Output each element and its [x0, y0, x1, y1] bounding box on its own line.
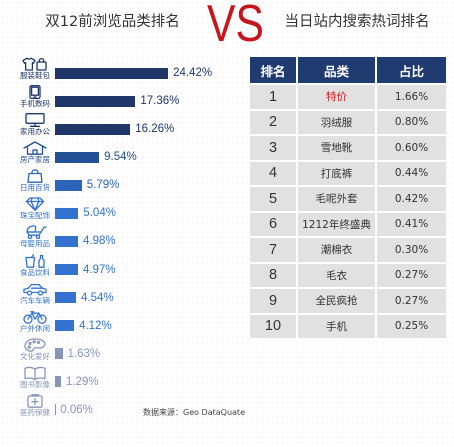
category-label-10: 户外休闲 — [20, 323, 50, 333]
browse-ranking-title: 双12前浏览品类排名 — [45, 14, 180, 30]
medicine-icon — [21, 394, 49, 408]
rank-cell: 7 — [250, 238, 296, 262]
rank-cell: 8 — [250, 263, 296, 287]
share-cell: 0.80% — [377, 110, 446, 134]
rank-cell: 10 — [250, 314, 296, 338]
value-label-4: 9.54% — [104, 151, 137, 164]
category-label-13: 医药保健 — [20, 407, 50, 417]
share-cell: 0.30% — [377, 238, 446, 262]
item-cell: 潮棉衣 — [298, 238, 375, 262]
food-drink-icon — [21, 253, 49, 268]
bar-11 — [55, 348, 63, 360]
rank-cell: 5 — [250, 187, 296, 211]
table-header-item: 品类 — [298, 57, 375, 83]
diamond-ring-icon — [21, 197, 49, 212]
book-icon — [21, 366, 49, 380]
category-bar-chart: 服装鞋包 24.42% 手机数码 17.36% 家用办公 16.26% 房产家居 9.54% 日… — [20, 57, 213, 417]
rank-cell: 4 — [250, 161, 296, 185]
value-label-10: 4.12% — [79, 319, 112, 332]
shopping-bag-icon — [21, 169, 49, 184]
rank-cell: 3 — [250, 136, 296, 160]
item-cell: 毛呢外套 — [298, 187, 375, 211]
clothing-bag-icon — [21, 57, 49, 71]
value-label-9: 4.54% — [81, 291, 114, 304]
category-label-2: 手机数码 — [20, 99, 50, 109]
category-label-9: 汽车车辆 — [20, 295, 50, 305]
computer-icon — [21, 113, 49, 128]
category-label-1: 服装鞋包 — [20, 71, 50, 80]
category-label-5: 日用百货 — [20, 183, 50, 193]
category-label-8: 食品饮料 — [20, 267, 50, 277]
share-cell: 0.42% — [377, 187, 446, 211]
car-icon — [21, 282, 49, 296]
bar-12 — [55, 376, 61, 388]
bar-9 — [55, 292, 77, 304]
value-label-6: 5.04% — [83, 207, 116, 220]
bicycle-icon — [21, 310, 49, 324]
item-cell: 羽绒服 — [298, 110, 375, 134]
table-header-share: 占比 — [377, 57, 446, 83]
value-label-12: 1.29% — [65, 375, 99, 388]
data-source-note: 数据来源：Geo DataQuate — [143, 408, 245, 417]
table-header-rank: 排名 — [250, 57, 296, 83]
bar-4 — [55, 151, 100, 163]
bar-3 — [55, 123, 131, 135]
palette-icon — [21, 338, 49, 352]
value-label-3: 16.26% — [135, 123, 175, 136]
bar-2 — [55, 95, 136, 107]
category-label-6: 珠宝配饰 — [20, 211, 50, 221]
bar-10 — [55, 320, 75, 332]
item-cell: 1212年终盛典 — [298, 212, 375, 236]
item-cell: 全民疯抢 — [298, 289, 375, 313]
item-cell: 特价 — [298, 85, 375, 109]
rank-cell: 2 — [250, 110, 296, 134]
value-label-1: 24.42% — [173, 67, 213, 79]
house-icon — [21, 141, 49, 156]
phone-icon — [21, 85, 49, 100]
item-cell: 打底裤 — [298, 161, 375, 185]
item-cell: 雪地靴 — [298, 136, 375, 160]
value-label-2: 17.36% — [140, 95, 180, 108]
share-cell: 0.41% — [377, 212, 446, 236]
value-label-7: 4.98% — [83, 235, 116, 248]
share-cell: 0.44% — [377, 161, 446, 185]
value-label-11: 1.63% — [67, 347, 101, 360]
search-ranking-title: 当日站内搜索热词排名 — [284, 14, 430, 30]
share-cell: 0.60% — [377, 136, 446, 160]
category-label-12: 图书影像 — [20, 379, 50, 389]
search-keyword-table: 排名 品类 占比 1 特价 1.66% 2 羽绒服 0.80% 3 雪地靴 0.60% 4 打底裤 0.44… — [250, 57, 446, 338]
category-label-7: 母婴用品 — [20, 239, 50, 249]
rank-cell: 1 — [250, 85, 296, 109]
category-label-11: 文化爱好 — [20, 351, 50, 361]
share-cell: 0.27% — [377, 289, 446, 313]
item-cell: 手机 — [298, 314, 375, 338]
bar-1 — [55, 67, 169, 79]
value-label-8: 4.97% — [83, 263, 116, 276]
share-cell: 1.66% — [377, 85, 446, 109]
bar-6 — [55, 207, 79, 219]
category-label-3: 家用办公 — [20, 127, 50, 137]
bar-7 — [55, 235, 79, 247]
share-cell: 0.27% — [377, 263, 446, 287]
bar-5 — [55, 179, 82, 191]
category-label-4: 房产家居 — [20, 155, 50, 165]
bar-8 — [55, 264, 78, 276]
rank-cell: 6 — [250, 212, 296, 236]
value-label-13: 0.06% — [60, 403, 93, 416]
vs-label: VS — [207, 0, 264, 53]
item-cell: 毛衣 — [298, 263, 375, 287]
stroller-icon — [21, 225, 49, 240]
value-label-5: 5.79% — [86, 179, 120, 192]
share-cell: 0.25% — [377, 314, 446, 338]
rank-cell: 9 — [250, 289, 296, 313]
